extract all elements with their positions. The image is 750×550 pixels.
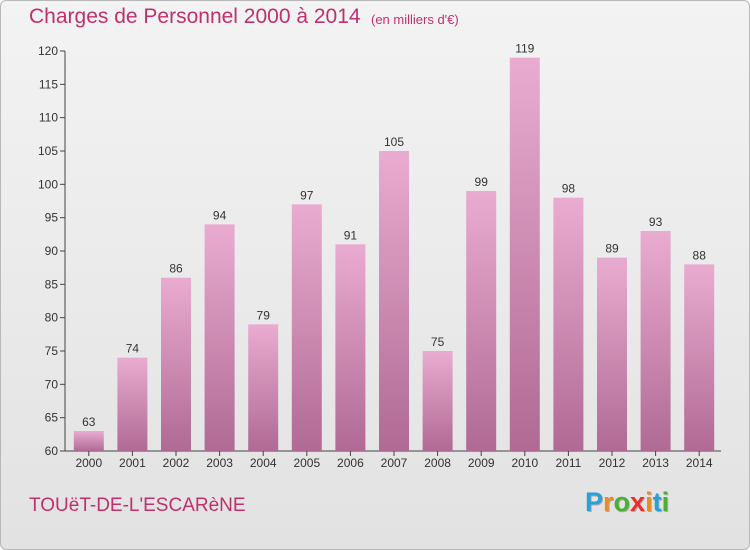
value-label: 94 [213, 208, 227, 222]
logo-letter: o [613, 487, 631, 517]
value-label: 99 [475, 175, 489, 189]
y-tick-label: 100 [38, 177, 58, 191]
value-label: 97 [300, 188, 314, 202]
bar-2011 [553, 197, 584, 451]
logo-letter: i [661, 487, 670, 517]
proxiti-logo: Proxiti [585, 487, 669, 518]
value-label: 74 [126, 342, 140, 356]
y-tick-label: 75 [45, 344, 59, 358]
logo-letter: P [585, 487, 604, 517]
logo-letter: t [652, 487, 662, 517]
value-label: 91 [344, 228, 358, 242]
x-tick-label: 2013 [642, 456, 669, 470]
bar-2000 [73, 431, 104, 451]
x-tick-label: 2014 [686, 456, 713, 470]
y-tick-label: 80 [45, 311, 59, 325]
bar-2007 [379, 151, 409, 451]
y-tick-label: 60 [45, 444, 59, 458]
value-label: 79 [257, 308, 271, 322]
value-label: 89 [605, 242, 619, 256]
logo-letter: x [630, 487, 646, 517]
chart-subtitle: (en milliers d'€) [371, 12, 459, 27]
value-label: 88 [693, 248, 707, 262]
value-label: 93 [649, 215, 663, 229]
value-labels: 63 74 86 94 79 97 91 105 75 99 119 98 89 93 88 [82, 42, 706, 429]
bar-2006 [335, 244, 366, 451]
logo-letter: i [645, 487, 653, 517]
bar-2005 [291, 204, 322, 451]
bar-2013 [640, 231, 671, 451]
y-tick-label: 90 [45, 244, 59, 258]
x-tick-label: 2003 [206, 456, 233, 470]
x-tick-label: 2007 [381, 456, 408, 470]
logo-letter: r [603, 487, 614, 517]
y-tick-label: 70 [45, 377, 59, 391]
x-tick-label: 2004 [250, 456, 277, 470]
x-tick-label: 2011 [555, 456, 581, 470]
y-tick-label: 105 [38, 144, 58, 158]
y-tick-label: 120 [38, 44, 58, 58]
commune-name: TOUëT-DE-L'ESCARèNE [29, 495, 246, 516]
x-tick-label: 2001 [119, 456, 146, 470]
bar-2008 [422, 351, 453, 451]
bar-2003 [204, 224, 235, 451]
bar-2004 [248, 324, 279, 451]
x-tick-label: 2000 [75, 456, 102, 470]
bar-2012 [597, 257, 627, 451]
bars [73, 57, 715, 452]
value-label: 63 [82, 415, 96, 429]
y-tick-label: 110 [39, 111, 58, 125]
x-tick-label: 2012 [599, 456, 626, 470]
value-label: 86 [169, 262, 183, 276]
bar-2010 [509, 57, 540, 452]
bar-2009 [466, 191, 497, 451]
y-tick-label: 85 [45, 277, 59, 291]
value-label: 119 [515, 42, 534, 56]
x-tick-label: 2008 [424, 456, 451, 470]
x-tick-label: 2009 [468, 456, 495, 470]
value-label: 105 [384, 135, 404, 149]
x-tick-label: 2005 [293, 456, 320, 470]
bar-2002 [161, 277, 191, 451]
value-label: 75 [431, 335, 445, 349]
chart-title: Charges de Personnel 2000 à 2014 [29, 5, 361, 28]
bar-2001 [117, 357, 148, 451]
x-tick-label: 2006 [337, 456, 364, 470]
x-tick-label: 2010 [511, 456, 538, 470]
y-tick-label: 115 [39, 77, 58, 91]
bar-2014 [684, 264, 715, 451]
y-tick-label: 65 [45, 411, 59, 425]
x-tick-label: 2002 [163, 456, 190, 470]
value-label: 98 [562, 182, 576, 196]
y-tick-label: 95 [45, 211, 59, 225]
